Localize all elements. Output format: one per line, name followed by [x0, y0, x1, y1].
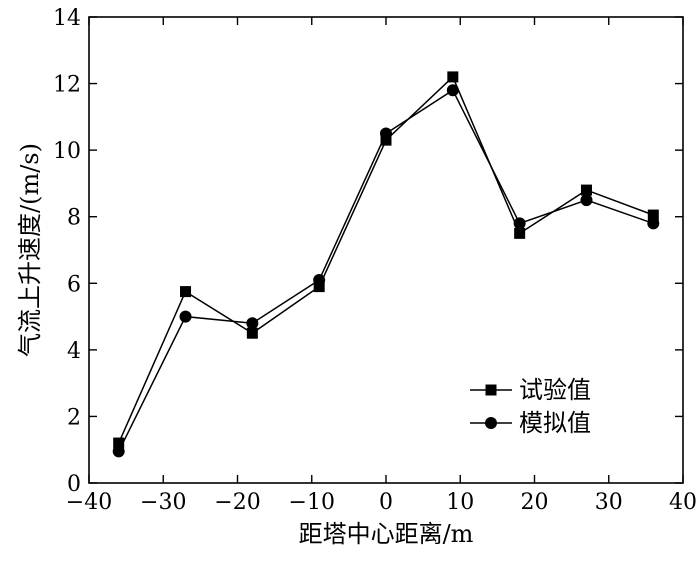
series-layer [112, 71, 660, 458]
series-1-point [246, 327, 258, 339]
x-axis-title: 距塔中心距离/m [299, 520, 474, 548]
legend-label: 模拟值 [519, 409, 591, 437]
legend-marker [485, 384, 497, 396]
axis-ticks: −40 −30 −20 −10 0 10 20 30 40 0 2 4 6 8 10 12 14 [53, 6, 697, 515]
y-tick-label: 2 [67, 405, 81, 430]
y-tick-label: 6 [67, 272, 81, 297]
y-tick-label: 14 [53, 6, 81, 31]
legend-marker [485, 417, 497, 429]
x-tick-label: −40 [66, 490, 112, 515]
series-1-point [647, 209, 659, 221]
series-2-point [313, 273, 326, 286]
y-tick-label: 12 [53, 73, 81, 98]
plot-frame [88, 16, 684, 484]
series-1-point [580, 184, 592, 196]
series-2-point [513, 217, 526, 230]
y-tick-label: 8 [67, 206, 81, 231]
series-2-point [179, 310, 192, 323]
x-tick-label: 10 [446, 490, 474, 515]
y-tick-label: 0 [67, 472, 81, 497]
series-1-point [380, 134, 392, 146]
legend-label: 试验值 [519, 376, 591, 404]
x-tick-label: −30 [140, 490, 186, 515]
series-1-point [514, 227, 526, 239]
series-1-point [180, 286, 192, 298]
x-tick-label: −10 [289, 490, 335, 515]
series-1-point [313, 281, 325, 293]
series-2-point [112, 445, 125, 458]
x-tick-label: 20 [521, 490, 549, 515]
x-tick-label: 40 [669, 490, 697, 515]
series-2-point [580, 194, 593, 207]
series-1-point [447, 71, 459, 83]
y-tick-label: 4 [67, 339, 81, 364]
x-tick-label: −20 [214, 490, 260, 515]
series-2-point [380, 127, 392, 140]
series-2-point [246, 317, 259, 330]
series-1-point [113, 437, 125, 449]
series-2-point [446, 84, 459, 97]
series-2-point [647, 217, 660, 230]
x-tick-label: 0 [379, 490, 393, 515]
y-tick-label: 10 [53, 139, 81, 164]
y-axis-title: 气流上升速度/(m/s) [16, 143, 44, 357]
x-tick-label: 30 [595, 490, 623, 515]
